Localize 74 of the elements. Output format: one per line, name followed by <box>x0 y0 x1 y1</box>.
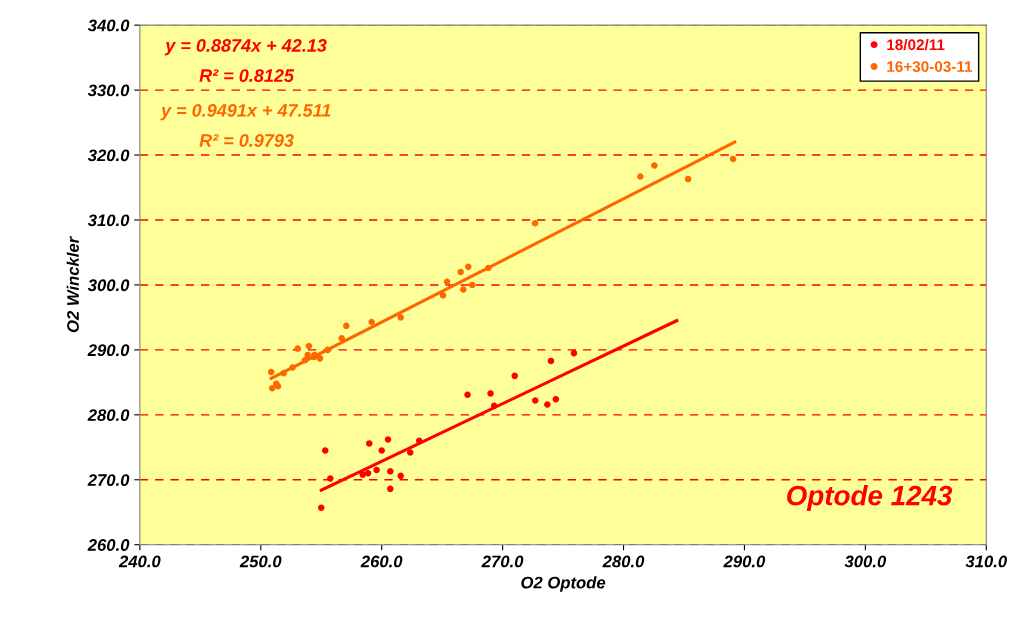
point <box>511 372 518 380</box>
point <box>359 471 366 478</box>
point <box>327 475 334 482</box>
annotation: R² = 0.8125 <box>199 69 295 82</box>
y-tick-label: 330.0 <box>87 84 130 97</box>
x-tick-label: 260.0 <box>360 555 403 568</box>
point <box>366 440 373 447</box>
point <box>294 345 301 352</box>
point <box>651 162 658 169</box>
legend-label: 18/02/11 <box>887 38 945 51</box>
point <box>373 466 380 474</box>
point <box>637 173 644 180</box>
legend-label: 16+30-03-11 <box>887 61 973 73</box>
point <box>280 370 287 377</box>
point <box>384 436 392 443</box>
y-tick-label: 310.0 <box>87 214 130 227</box>
x-tick-label: 290.0 <box>723 555 766 568</box>
point <box>397 472 404 480</box>
point <box>487 390 494 397</box>
point <box>304 351 311 359</box>
point <box>324 346 331 354</box>
point <box>321 447 329 454</box>
y-tick-label: 280.0 <box>87 409 130 422</box>
x-tick-label: 280.0 <box>602 555 645 568</box>
point <box>317 504 325 511</box>
point <box>378 447 385 454</box>
point <box>465 263 472 271</box>
point <box>305 342 313 350</box>
x-tick-label: 300.0 <box>844 555 887 568</box>
point <box>443 278 451 285</box>
point <box>469 281 476 289</box>
annotation: y = 0.9491x + 47.511 <box>160 103 331 121</box>
point <box>547 357 555 365</box>
point <box>570 349 578 357</box>
y-tick-label: 270.0 <box>87 474 130 486</box>
point <box>684 175 692 183</box>
y-tick-label: 300.0 <box>87 279 130 292</box>
point <box>406 449 414 456</box>
y-tick-label: 290.0 <box>87 344 130 357</box>
point <box>490 402 498 409</box>
point <box>338 334 345 342</box>
point <box>387 468 394 475</box>
y-tick-label: 340.0 <box>87 19 130 32</box>
x-tick-label: 310.0 <box>965 555 1007 568</box>
point <box>544 401 551 408</box>
x-tick-label: 250.0 <box>239 555 282 568</box>
point <box>531 219 539 227</box>
point <box>552 395 560 403</box>
point <box>267 368 275 376</box>
point <box>301 357 309 364</box>
point <box>397 314 404 321</box>
annotation: R² = 0.9793 <box>199 134 294 147</box>
point <box>289 364 296 371</box>
x-axis-title: O2 Optode <box>521 576 606 592</box>
point <box>464 391 471 398</box>
point <box>439 292 447 299</box>
point <box>368 318 375 326</box>
point <box>387 485 394 493</box>
point <box>268 384 276 392</box>
y-tick-label: 320.0 <box>87 149 130 162</box>
y-axis-title: O2 Winckler <box>66 236 79 333</box>
annotation: y = 0.8874x + 42.13 <box>164 39 327 56</box>
x-tick-label: 270.0 <box>481 555 524 568</box>
point <box>485 264 492 272</box>
point <box>457 268 464 276</box>
point <box>343 322 350 330</box>
annotation: Optode 1243 <box>787 485 953 511</box>
point <box>316 355 324 362</box>
x-tick-label: 240.0 <box>118 555 161 568</box>
point <box>460 286 467 293</box>
point <box>532 397 539 404</box>
point <box>364 470 372 477</box>
point <box>729 155 737 163</box>
y-tick-label: 260.0 <box>87 539 130 551</box>
